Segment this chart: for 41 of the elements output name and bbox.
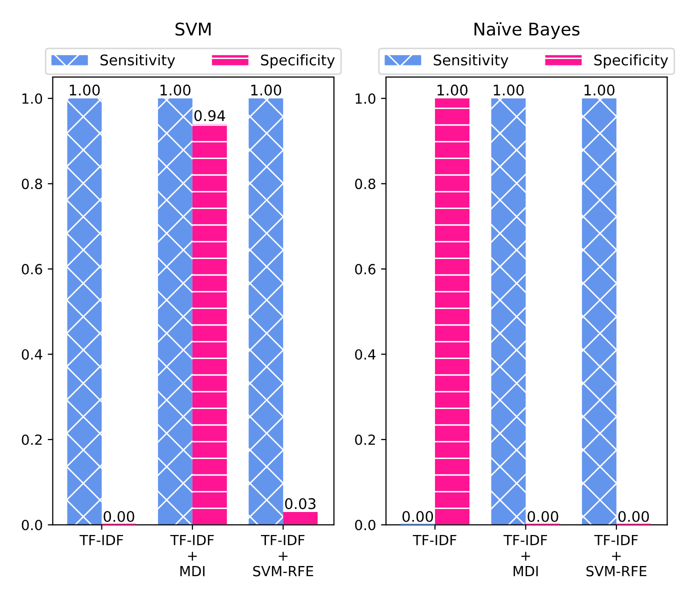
text: Sensitivity bbox=[434, 54, 508, 68]
y-tick-label: 1.0 bbox=[22, 93, 42, 104]
y-tick-label: 0.2 bbox=[355, 434, 375, 445]
y-tick-label: 0.8 bbox=[22, 178, 42, 190]
legend-label: Specificity bbox=[261, 54, 335, 68]
data-label: 0.00 bbox=[402, 510, 434, 522]
data-label: 0.00 bbox=[528, 510, 558, 522]
data-label: 0.03 bbox=[285, 498, 316, 510]
data-label: 1.00 bbox=[494, 84, 524, 96]
bar bbox=[67, 98, 102, 525]
x-tick-label: TF-IDF + MDI bbox=[170, 534, 214, 576]
data-label: 1.00 bbox=[438, 84, 468, 96]
data-label: 1.00 bbox=[251, 84, 282, 96]
data-label: 1.00 bbox=[160, 84, 190, 96]
y-tick-label: 0.4 bbox=[22, 349, 42, 360]
y-tick-label: 0.0 bbox=[355, 520, 376, 530]
bar bbox=[248, 98, 284, 525]
y-tick-label: 1.0 bbox=[356, 93, 376, 104]
legend-label: Specificity bbox=[594, 54, 668, 68]
data-label: 1.00 bbox=[584, 84, 614, 96]
y-tick-label: 0.4 bbox=[355, 349, 376, 360]
bar bbox=[192, 124, 227, 525]
y-tick-label: 0.6 bbox=[355, 264, 376, 274]
bar bbox=[158, 98, 192, 525]
x-tick-label: TF-IDF + SVM-RFE bbox=[586, 534, 646, 576]
x-tick-label: TF-IDF + SVM-RFE bbox=[253, 534, 314, 576]
legend-label: Sensitivity bbox=[100, 54, 176, 68]
x-tick-label: TF-IDF bbox=[80, 534, 124, 546]
y-tick-label: 0.0 bbox=[22, 520, 42, 530]
x-tick-label: TF-IDF + MDI bbox=[504, 534, 548, 576]
y-tick-label: 0.8 bbox=[355, 178, 376, 190]
data-label: 0.94 bbox=[194, 110, 226, 122]
chart-title: Naïve Bayes bbox=[474, 22, 580, 40]
y-tick-label: 0.2 bbox=[22, 434, 42, 445]
data-label: 1.00 bbox=[70, 84, 100, 96]
y-tick-label: 0.6 bbox=[22, 264, 42, 274]
data-label: 0.00 bbox=[618, 510, 649, 522]
bar bbox=[283, 512, 318, 525]
data-label: 0.00 bbox=[104, 510, 134, 522]
x-tick-label: TF-IDF bbox=[412, 534, 456, 546]
chart-title: SVM bbox=[176, 22, 211, 36]
